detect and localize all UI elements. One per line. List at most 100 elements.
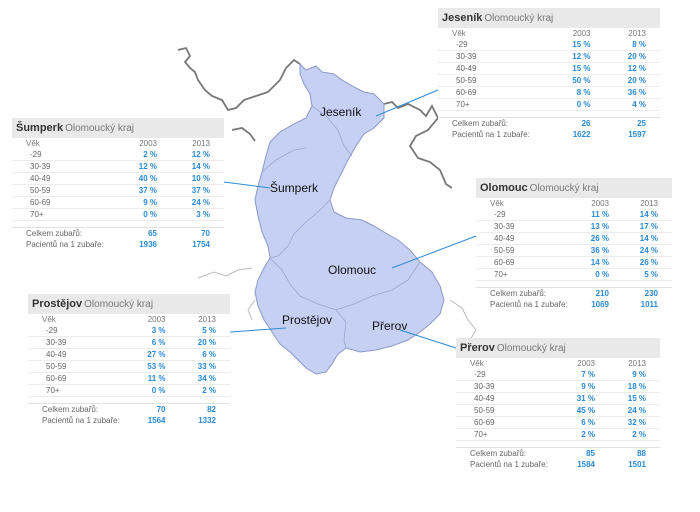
- age-table: Věk 2003 2013 -29 11 % 14 % 30-39 13 % 17 % …: [476, 198, 672, 310]
- year-2003-header: 2003: [147, 315, 166, 324]
- value-cell: 1332: [198, 416, 216, 425]
- table-row: 30-39 12 % 14 %: [12, 160, 224, 173]
- table-row: 70+ 0 % 3 %: [12, 208, 224, 221]
- label-cell: 70+: [12, 208, 118, 221]
- label-cell: 70+: [438, 98, 549, 111]
- value-cell: 2 %: [118, 149, 171, 161]
- table-row: 30-39 6 % 20 %: [28, 336, 230, 349]
- value-cell: 12 %: [604, 62, 660, 75]
- total-dentists-row: Celkem zubařů: 26 25: [438, 118, 660, 130]
- value-cell: 25: [637, 119, 646, 128]
- value-cell: 230: [644, 289, 658, 298]
- label-cell: Pacientů na 1 zubaře:: [470, 460, 548, 469]
- table-row: -29 2 % 12 %: [12, 149, 224, 161]
- value-cell: 37 %: [118, 184, 171, 197]
- value-cell: 17 %: [623, 220, 672, 233]
- value-cell: 13 %: [574, 220, 623, 233]
- table-row: 50-59 45 % 24 %: [456, 404, 660, 417]
- label-cell: 40-49: [12, 172, 118, 185]
- value-cell: 2 %: [609, 428, 660, 441]
- district-name: Prostějov: [32, 298, 83, 310]
- panel-title: Prostějov Olomoucký kraj: [28, 294, 230, 314]
- label-cell: Pacientů na 1 zubaře:: [490, 300, 568, 309]
- region-name: Olomoucký kraj: [496, 343, 566, 354]
- label-cell: 30-39: [476, 220, 574, 233]
- total-dentists-row: Celkem zubařů: 70 82: [28, 404, 230, 416]
- label-cell: 70+: [456, 428, 558, 441]
- value-cell: 37 %: [171, 184, 224, 197]
- value-cell: 5 %: [179, 325, 230, 337]
- map-label-prostejov: Prostějov: [282, 313, 332, 327]
- value-cell: 14 %: [623, 232, 672, 245]
- table-row: 60-69 9 % 24 %: [12, 196, 224, 209]
- age-table: Věk 2003 2013 -29 2 % 12 % 30-39 12 % 14 % 4…: [12, 138, 224, 250]
- patients-per-dentist-row: Pacientů na 1 zubaře: 1622 1597: [438, 129, 660, 140]
- label-cell: 60-69: [12, 196, 118, 209]
- value-cell: 53 %: [129, 360, 180, 373]
- year-2003-header: 2003: [591, 199, 609, 208]
- region-name: Olomoucký kraj: [84, 299, 154, 310]
- label-cell: 70+: [28, 384, 129, 397]
- label-cell: Celkem zubařů:: [26, 229, 83, 238]
- label-cell: 30-39: [12, 160, 118, 173]
- value-cell: 85: [586, 449, 595, 458]
- value-cell: 26: [581, 119, 591, 128]
- age-table: Věk 2003 2013 -29 3 % 5 % 30-39 6 % 20 % 40-…: [28, 314, 230, 426]
- table-row: 30-39 9 % 18 %: [456, 380, 660, 393]
- panel-olomouc: Olomouc Olomoucký kraj Věk 2003 2013 -29 1…: [476, 178, 672, 310]
- state-border-west: [231, 127, 256, 142]
- label-cell: 60-69: [456, 416, 558, 429]
- label-cell: 40-49: [476, 232, 574, 245]
- panel-prerov: Přerov Olomoucký kraj Věk 2003 2013 -29 7 …: [456, 338, 660, 470]
- age-header: Věk: [470, 359, 484, 368]
- value-cell: 50 %: [549, 74, 605, 87]
- leader-line-jesenik: [375, 89, 439, 117]
- age-table: Věk 2003 2013 -29 7 % 9 % 30-39 9 % 18 % 40-…: [456, 358, 660, 470]
- value-cell: 0 %: [129, 384, 180, 397]
- value-cell: 0 %: [574, 268, 623, 281]
- value-cell: 20 %: [604, 74, 660, 87]
- value-cell: 3 %: [129, 325, 180, 337]
- label-cell: Pacientů na 1 zubaře:: [42, 416, 120, 425]
- leader-line-sumperk: [223, 181, 271, 189]
- label-cell: 50-59: [476, 244, 574, 257]
- value-cell: 9 %: [118, 196, 171, 209]
- district-name: Olomouc: [480, 182, 528, 194]
- label-cell: Pacientů na 1 zubaře:: [452, 130, 530, 139]
- value-cell: 6 %: [558, 416, 609, 429]
- value-cell: 14 %: [171, 160, 224, 173]
- table-header-row: Věk 2003 2013: [438, 28, 660, 39]
- value-cell: 2 %: [558, 428, 609, 441]
- value-cell: 7 %: [558, 369, 609, 381]
- year-2013-header: 2013: [628, 29, 646, 38]
- table-row: 70+ 0 % 4 %: [438, 98, 660, 111]
- value-cell: 36 %: [604, 86, 660, 99]
- patients-per-dentist-row: Pacientů na 1 zubaře: 1584 1501: [456, 459, 660, 470]
- label-cell: 50-59: [438, 74, 549, 87]
- table-row: -29 11 % 14 %: [476, 209, 672, 221]
- panel-title: Olomouc Olomoucký kraj: [476, 178, 672, 198]
- label-cell: 30-39: [456, 380, 558, 393]
- value-cell: 1622: [572, 130, 591, 139]
- label-cell: 60-69: [476, 256, 574, 269]
- state-border-east: [383, 101, 453, 189]
- label-cell: Pacientů na 1 zubaře:: [26, 240, 104, 249]
- table-header-row: Věk 2003 2013: [456, 358, 660, 369]
- table-header-row: Věk 2003 2013: [12, 138, 224, 149]
- value-cell: 70: [156, 405, 166, 414]
- value-cell: 15 %: [549, 39, 605, 51]
- state-border: [177, 46, 301, 112]
- label-cell: 70+: [476, 268, 574, 281]
- label-cell: 50-59: [456, 404, 558, 417]
- value-cell: 24 %: [623, 244, 672, 257]
- table-row: 50-59 36 % 24 %: [476, 244, 672, 257]
- year-2003-header: 2003: [572, 29, 591, 38]
- value-cell: 8 %: [549, 86, 605, 99]
- value-cell: 18 %: [609, 380, 660, 393]
- value-cell: 33 %: [179, 360, 230, 373]
- label-cell: -29: [12, 149, 118, 161]
- patients-per-dentist-row: Pacientů na 1 zubaře: 1936 1754: [12, 239, 224, 250]
- total-dentists-row: Celkem zubařů: 85 88: [456, 448, 660, 460]
- value-cell: 14 %: [623, 209, 672, 221]
- value-cell: 1584: [577, 460, 595, 469]
